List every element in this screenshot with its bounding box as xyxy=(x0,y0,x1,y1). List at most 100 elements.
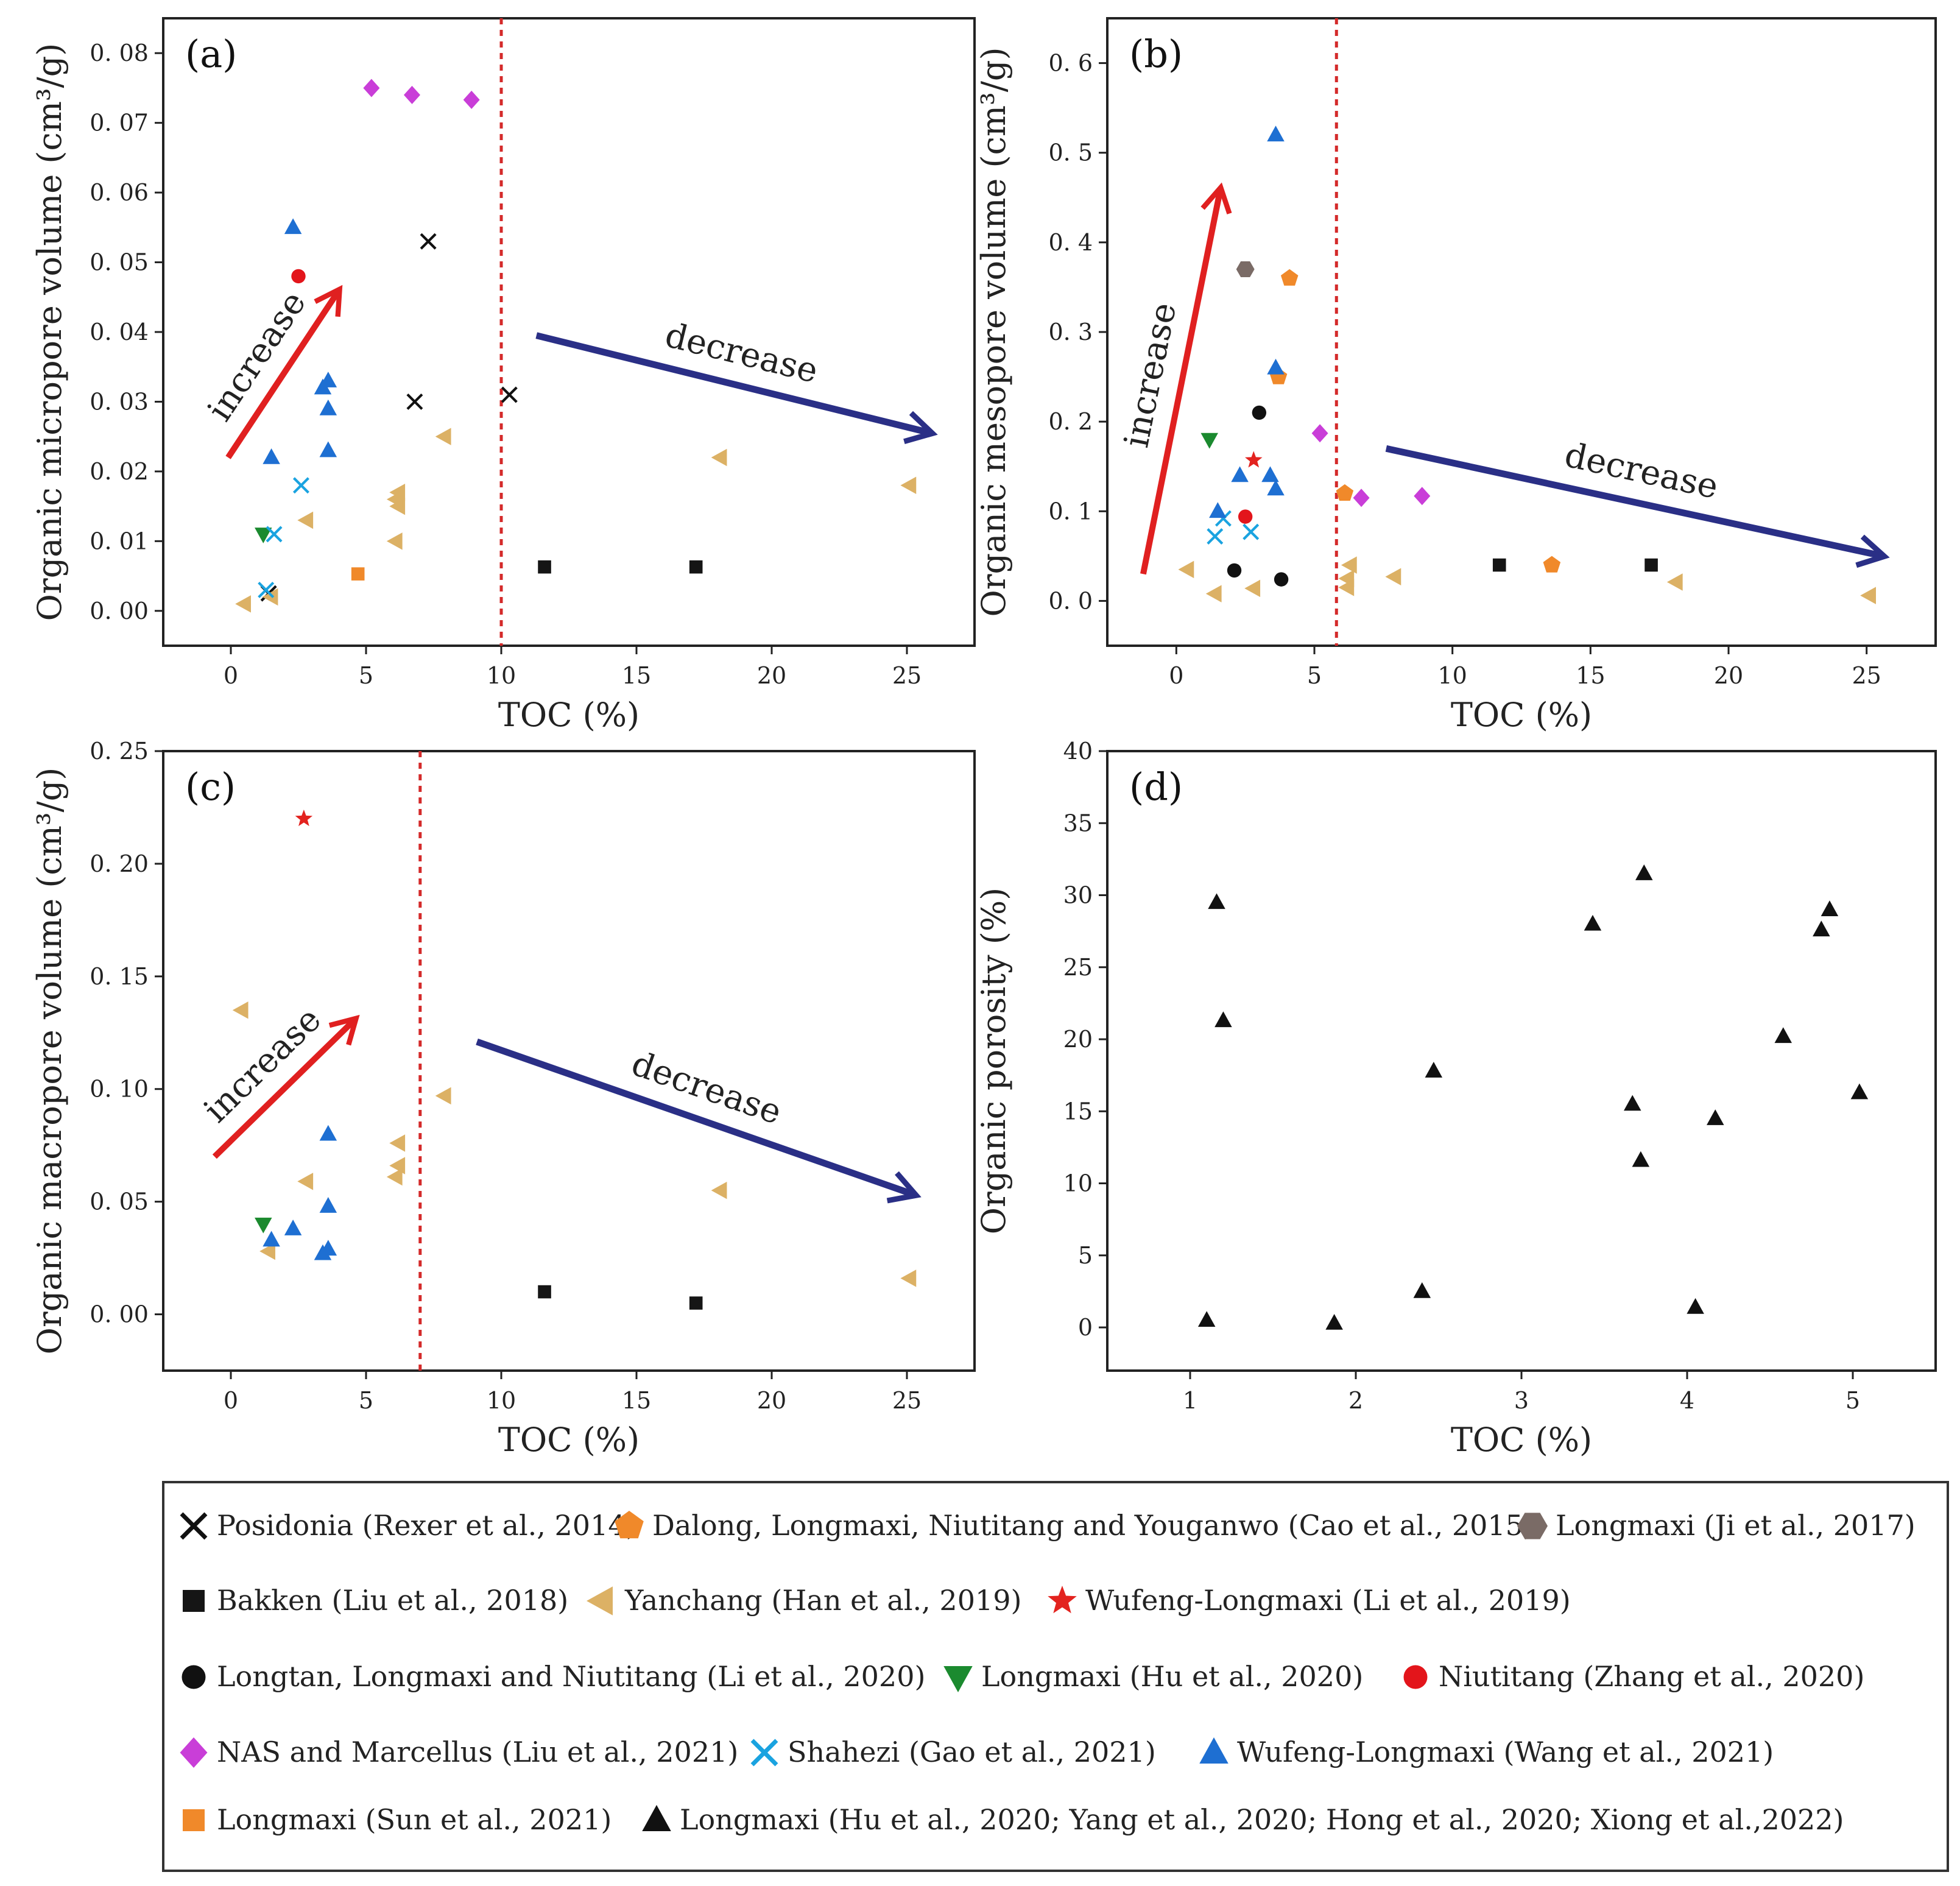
data-point xyxy=(711,1181,727,1199)
data-point xyxy=(297,511,314,529)
legend-label: Shahezi (Gao et al., 2021) xyxy=(788,1736,1156,1768)
data-point xyxy=(291,269,306,284)
data-point xyxy=(711,448,727,467)
y-tick-label: 0. 06 xyxy=(90,179,149,206)
legend-label: Posidonia (Rexer et al., 2014) xyxy=(217,1509,637,1542)
plot-frame xyxy=(162,17,976,647)
legend-frame xyxy=(162,1481,1949,1872)
decrease-arrow xyxy=(1385,445,1890,568)
x-tick-label: 15 xyxy=(622,1387,651,1414)
y-tick-label: 0. 00 xyxy=(90,598,149,624)
y-tick-label: 0. 01 xyxy=(90,528,149,554)
data-point xyxy=(1267,125,1285,142)
data-point xyxy=(351,567,365,581)
x-tick-label: 0 xyxy=(1169,662,1183,689)
legend-symbol xyxy=(183,1590,205,1612)
data-point xyxy=(319,441,337,457)
y-tick-label: 0. 5 xyxy=(1048,140,1093,166)
x-axis-title: TOC (%) xyxy=(1451,1421,1592,1459)
y-tick-label: 25 xyxy=(1063,954,1093,981)
panel-a: 0 5 10 15 20 25 0. 00 0. 01 0. 02 0. 03 0. 04 0. 05… xyxy=(30,17,976,734)
data-point xyxy=(259,1242,275,1260)
legend-symbol xyxy=(943,1666,973,1692)
legend-label: Wufeng-Longmaxi (Li et al., 2019) xyxy=(1085,1584,1571,1617)
legend-label: Longmaxi (Sun et al., 2021) xyxy=(217,1803,612,1836)
legend-symbol xyxy=(182,1665,206,1689)
legend-symbol xyxy=(180,1512,208,1540)
y-tick-label: 0. 07 xyxy=(90,110,149,136)
data-point xyxy=(1425,1062,1443,1078)
data-point xyxy=(295,809,313,827)
y-axis-title: Organic micropore volume (cm³/g) xyxy=(30,43,69,621)
y-tick-label: 0. 05 xyxy=(90,1188,149,1215)
y-tick-label: 0. 0 xyxy=(1048,587,1093,614)
x-tick-label: 10 xyxy=(1437,662,1467,689)
data-point xyxy=(262,588,278,606)
data-point xyxy=(1252,405,1267,420)
data-point xyxy=(1584,914,1602,931)
data-point xyxy=(538,1285,551,1299)
y-axis-title: Organic macropore volume (cm³/g) xyxy=(30,768,69,1355)
y-tick-label: 0. 2 xyxy=(1048,408,1093,435)
data-point xyxy=(1353,489,1370,507)
legend-label: Longmaxi (Hu et al., 2020; Yang et al., … xyxy=(680,1803,1844,1836)
data-point xyxy=(266,526,283,543)
legend-item: Bakken (Liu et al., 2018) xyxy=(183,1584,568,1617)
legend-item: Longmaxi (Ji et al., 2017) xyxy=(1517,1509,1916,1542)
panel-b: 0 5 10 15 20 25 0. 0 0. 1 0. 2 0. 3 0. 4 0. 5 0. 6 TO… xyxy=(975,17,1937,734)
data-point xyxy=(263,448,280,464)
data-point xyxy=(900,1270,917,1287)
legend-item: Niutitang (Zhang et al., 2020) xyxy=(1403,1660,1864,1693)
y-tick-label: 0. 08 xyxy=(90,40,149,66)
x-tick-label: 5 xyxy=(1845,1387,1860,1414)
panel-d: 1 2 3 4 5 0 5 10 15 20 25 30 35 40 TOC (%) Organic poro… xyxy=(975,738,1937,1459)
data-point xyxy=(538,560,551,574)
legend-item: Longmaxi (Hu et al., 2020; Yang et al., … xyxy=(642,1803,1844,1836)
data-point xyxy=(1245,451,1263,468)
y-tick-label: 0. 4 xyxy=(1048,229,1093,256)
increase-arrow xyxy=(225,284,343,459)
y-tick-label: 0 xyxy=(1078,1314,1093,1341)
data-point xyxy=(1385,568,1401,585)
x-tick-label: 5 xyxy=(359,662,373,689)
data-point xyxy=(1274,572,1289,587)
plot-frame xyxy=(1106,750,1937,1372)
legend-item: Wufeng-Longmaxi (Li et al., 2019) xyxy=(1048,1584,1571,1617)
y-tick-label: 0. 3 xyxy=(1048,319,1093,345)
data-point xyxy=(1267,479,1285,496)
data-point xyxy=(1267,358,1285,375)
legend-item: Wufeng-Longmaxi (Wang et al., 2021) xyxy=(1199,1736,1774,1768)
y-tick-label: 0. 15 xyxy=(90,963,149,990)
data-point xyxy=(420,233,437,250)
y-axis-title: Organic porosity (%) xyxy=(975,888,1013,1235)
data-point xyxy=(1860,587,1876,604)
panel-label: (b) xyxy=(1129,32,1183,76)
legend-symbol xyxy=(642,1805,671,1831)
data-point xyxy=(235,595,251,613)
x-tick-label: 25 xyxy=(1852,662,1881,689)
increase-arrow xyxy=(1140,182,1232,575)
data-point xyxy=(1236,261,1255,277)
legend-item: Yanchang (Han et al., 2019) xyxy=(587,1584,1021,1617)
legend-symbol xyxy=(1517,1513,1548,1539)
x-tick-label: 25 xyxy=(892,1387,922,1414)
data-point xyxy=(1623,1095,1641,1111)
data-point xyxy=(1261,466,1279,482)
data-point xyxy=(386,1168,403,1186)
data-point xyxy=(1336,484,1354,501)
x-tick-label: 4 xyxy=(1680,1387,1694,1414)
panel-label: (a) xyxy=(185,32,237,76)
y-tick-label: 0. 03 xyxy=(90,388,149,415)
decrease-arrow xyxy=(476,1038,922,1204)
x-tick-label: 20 xyxy=(757,662,786,689)
legend-item: Posidonia (Rexer et al., 2014) xyxy=(180,1509,637,1542)
data-point xyxy=(319,372,337,387)
data-point xyxy=(389,483,406,501)
y-tick-label: 30 xyxy=(1063,882,1093,909)
data-point xyxy=(1209,502,1227,518)
legend-label: NAS and Marcellus (Liu et al., 2021) xyxy=(217,1736,738,1768)
y-tick-label: 10 xyxy=(1063,1170,1093,1197)
plot-frame xyxy=(1106,17,1937,647)
data-point xyxy=(1197,1311,1216,1327)
data-point xyxy=(1214,1011,1232,1028)
